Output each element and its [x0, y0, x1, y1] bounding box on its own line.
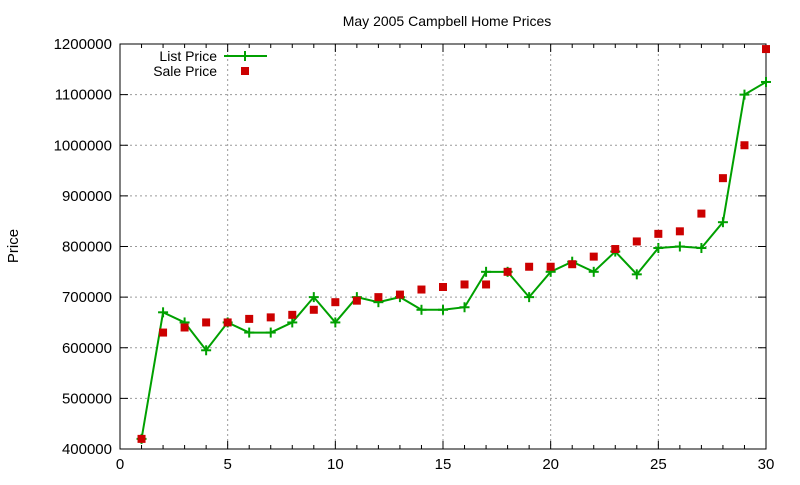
data-point-sale-price	[159, 328, 168, 337]
y-tick-label: 900000	[62, 188, 112, 205]
y-tick-label: 1000000	[54, 137, 112, 154]
x-tick-label: 15	[435, 456, 452, 473]
x-tick-label: 30	[758, 456, 775, 473]
legend-sample-list-price	[224, 51, 267, 61]
data-point-sale-price	[417, 285, 426, 294]
data-point-list-price	[739, 89, 750, 100]
series-list-price	[136, 76, 771, 444]
data-point-sale-price	[460, 280, 469, 289]
y-tick-label: 500000	[62, 390, 112, 407]
x-tick-label: 25	[650, 456, 667, 473]
data-point-sale-price	[525, 262, 534, 271]
data-point-sale-price	[395, 290, 404, 299]
series-line-list-price	[140, 81, 767, 440]
data-point-list-price	[696, 243, 707, 254]
data-point-sale-price	[611, 245, 620, 254]
data-point-sale-price	[352, 296, 361, 305]
chart-title: May 2005 Campbell Home Prices	[343, 13, 552, 29]
data-point-sale-price	[374, 293, 383, 302]
series	[136, 45, 771, 444]
x-tick-label: 20	[542, 456, 559, 473]
data-point-sale-price	[223, 318, 232, 327]
y-tick-labels: 400000 500000 600000 700000 800000 900000 1000…	[54, 36, 112, 458]
data-point-sale-price	[137, 434, 146, 443]
data-point-sale-price	[288, 310, 297, 319]
legend-label-list-price: List Price	[159, 48, 217, 64]
y-axis-label: Price	[5, 229, 22, 263]
y-tick-label: 800000	[62, 239, 112, 256]
legend: List Price Sale Price	[153, 48, 267, 79]
data-point-list-price	[158, 307, 169, 318]
data-point-list-price	[287, 317, 298, 328]
data-point-sale-price	[632, 237, 641, 246]
data-point-sale-price	[180, 323, 189, 332]
x-tick-labels: 0 5 10 15 20 25 30	[116, 456, 775, 473]
data-point-sale-price	[568, 260, 577, 269]
data-point-sale-price	[202, 318, 211, 327]
data-point-list-price	[416, 304, 427, 315]
x-tick-label: 10	[327, 456, 344, 473]
data-point-sale-price	[718, 174, 727, 183]
data-point-list-price	[330, 317, 341, 328]
y-tick-label: 700000	[62, 289, 112, 306]
x-tick-label: 5	[223, 456, 231, 473]
data-point-list-price	[588, 266, 599, 277]
series-sale-price	[137, 45, 770, 443]
data-point-list-price	[481, 266, 492, 277]
y-tick-label: 1200000	[54, 36, 112, 53]
data-point-sale-price	[245, 314, 254, 323]
data-point-sale-price	[589, 252, 598, 261]
y-tick-label: 400000	[62, 441, 112, 458]
data-point-list-price	[244, 327, 255, 338]
data-point-sale-price	[439, 283, 447, 291]
data-point-sale-price	[266, 313, 275, 322]
data-point-sale-price	[331, 298, 340, 307]
data-point-list-price	[201, 345, 212, 356]
x-tick-label: 0	[116, 456, 124, 473]
data-point-sale-price	[762, 45, 770, 54]
legend-marker-sale-price	[241, 67, 249, 75]
data-point-list-price	[653, 243, 664, 254]
data-point-list-price	[631, 269, 642, 280]
legend-sample-sale-price	[241, 67, 249, 75]
data-point-sale-price	[482, 280, 491, 289]
y-tick-label: 1100000	[55, 87, 112, 104]
data-point-list-price	[308, 292, 319, 303]
data-point-sale-price	[697, 209, 706, 218]
data-point-list-price	[459, 302, 470, 313]
data-point-sale-price	[675, 227, 684, 236]
y-tick-label: 600000	[62, 340, 112, 357]
axis-ticks	[119, 43, 767, 450]
data-point-sale-price	[503, 267, 512, 276]
data-point-list-price	[524, 292, 535, 303]
data-point-list-price	[438, 304, 448, 315]
data-point-list-price	[761, 76, 771, 87]
data-point-list-price	[717, 217, 728, 228]
data-point-list-price	[674, 241, 685, 252]
legend-label-sale-price: Sale Price	[153, 63, 217, 79]
data-point-sale-price	[546, 262, 555, 271]
legend-marker-list-price	[240, 51, 250, 61]
data-point-sale-price	[654, 229, 663, 238]
data-point-sale-price	[309, 305, 318, 314]
data-point-sale-price	[740, 141, 749, 150]
data-point-list-price	[265, 327, 276, 338]
